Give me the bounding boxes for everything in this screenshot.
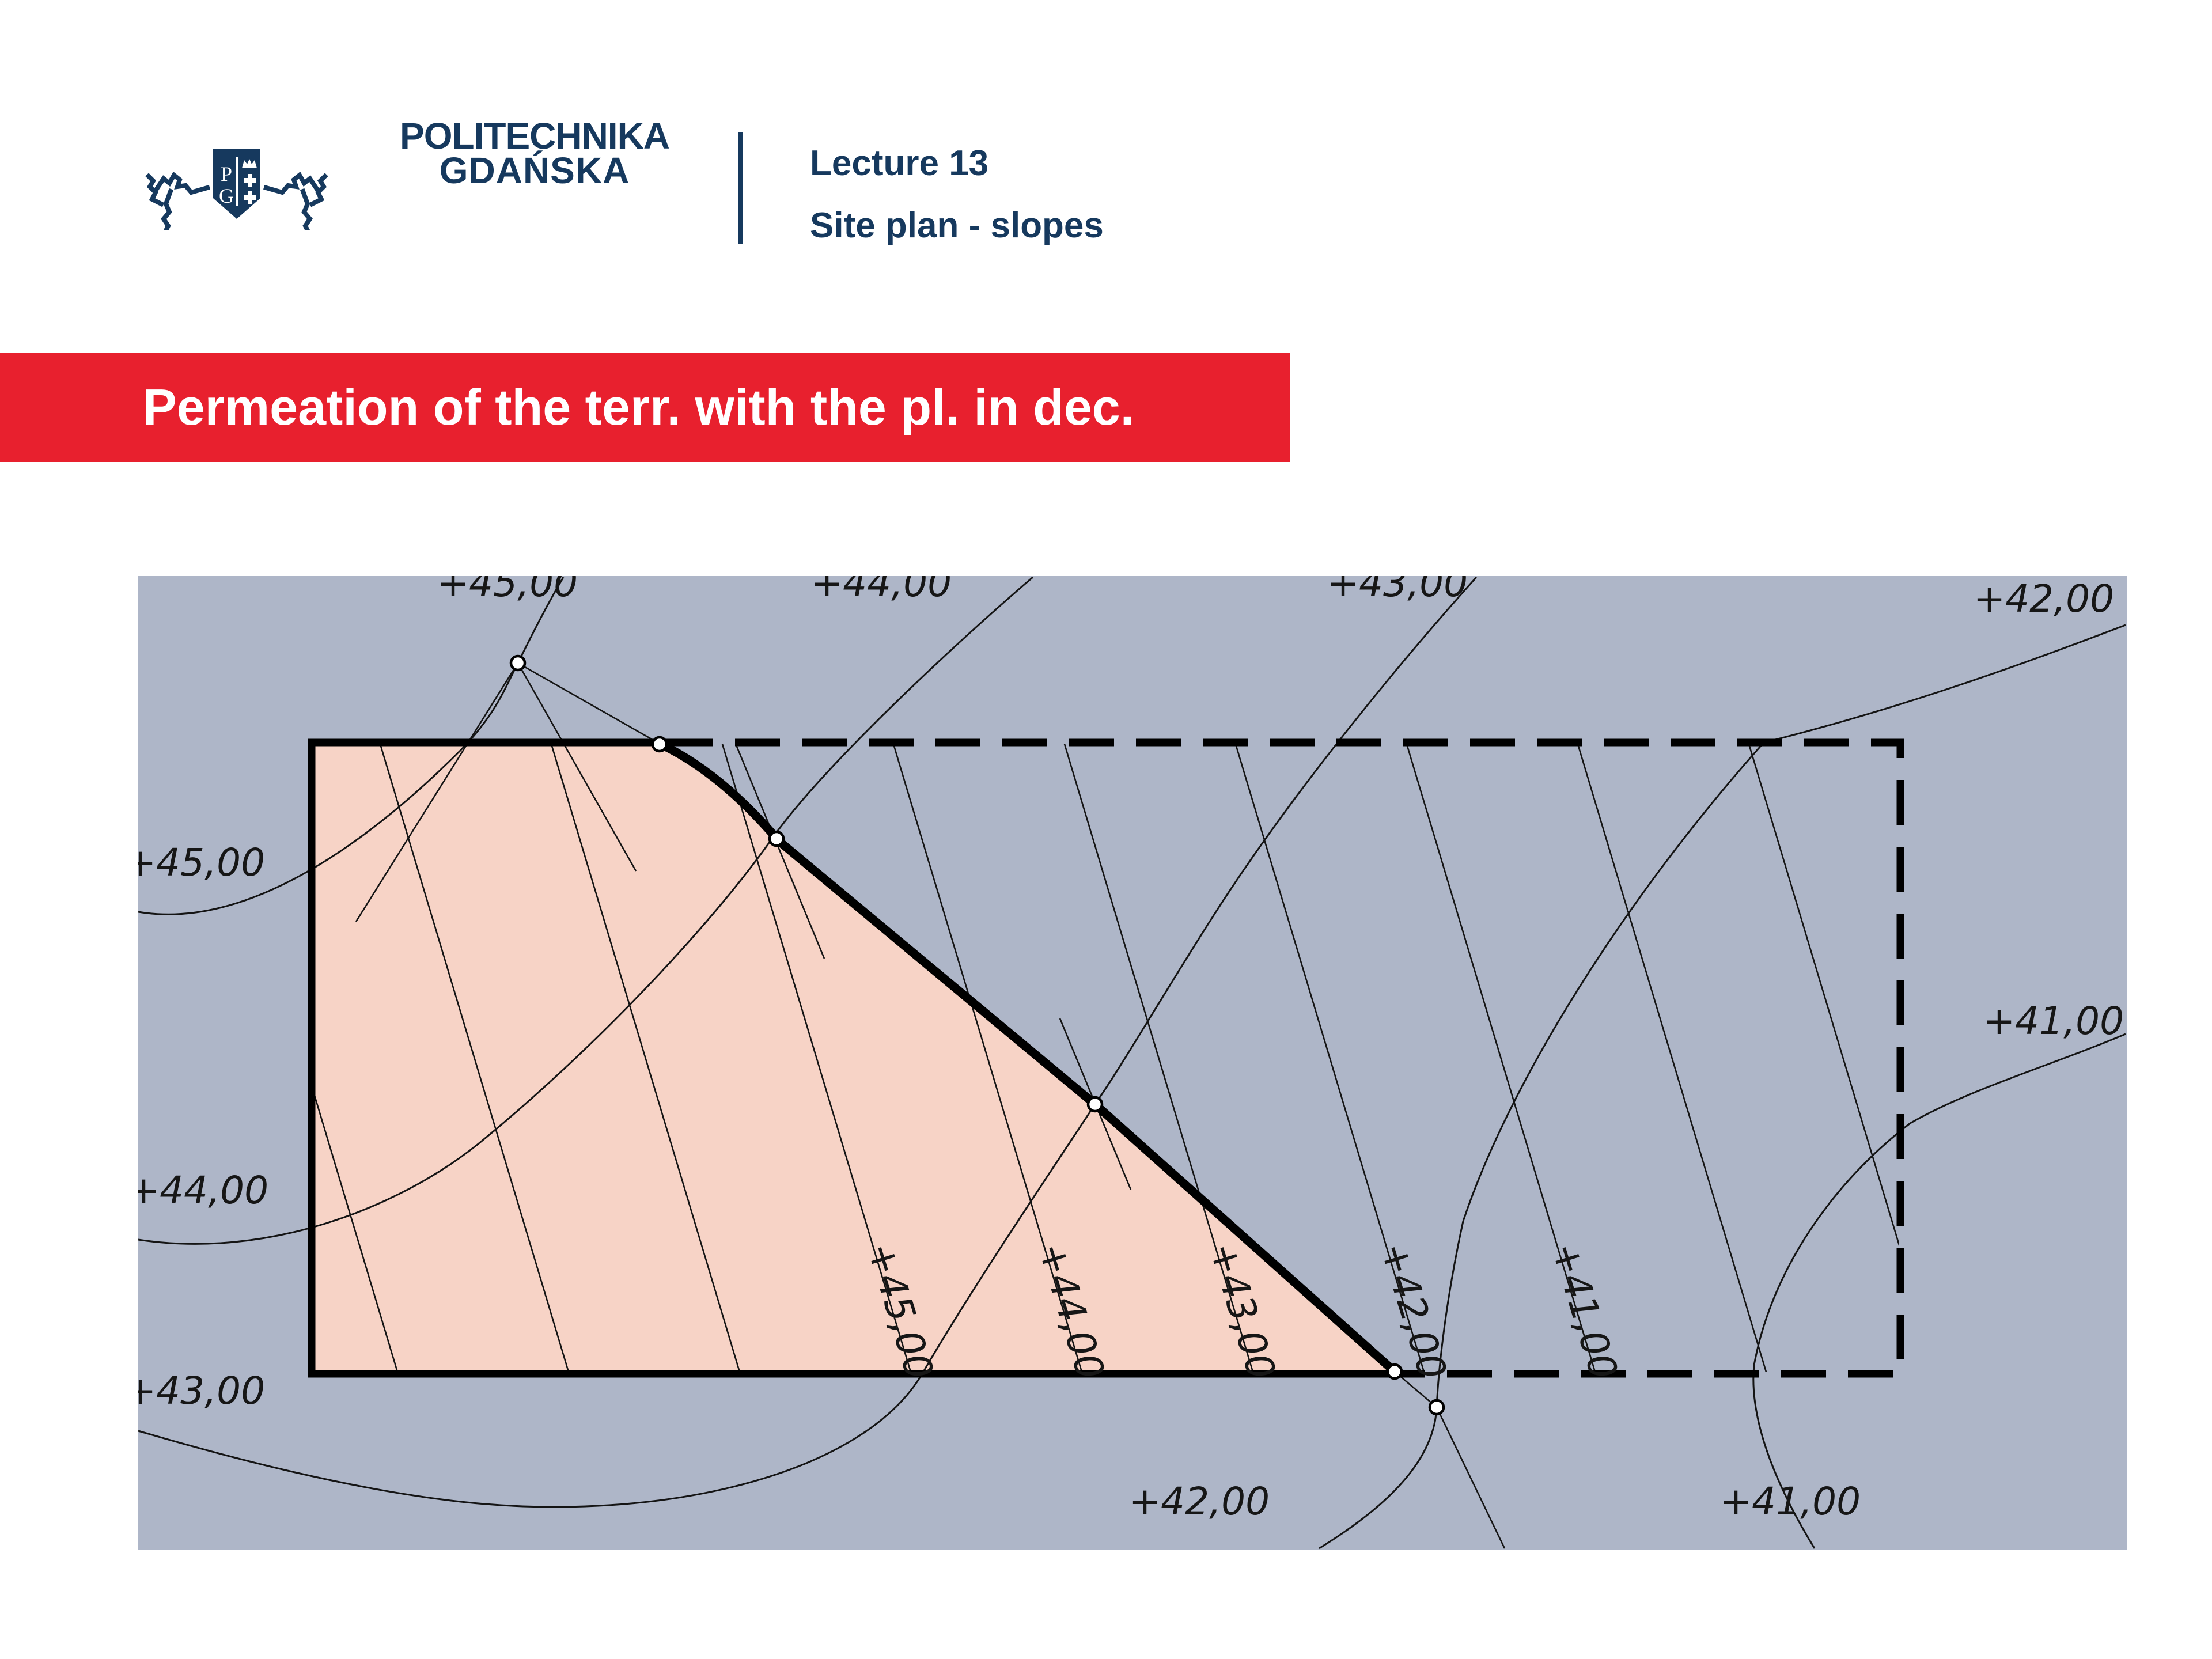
terrain-contour-41 <box>1752 1033 2126 1549</box>
cross-icon <box>244 191 256 204</box>
header-divider <box>738 132 743 244</box>
slope-line <box>379 744 570 1372</box>
terrain-contour-45 <box>138 577 565 915</box>
elevation-label: +42,00 <box>1974 577 2114 621</box>
elevation-label: +44,00 <box>811 576 952 605</box>
plan-region <box>312 743 1395 1374</box>
slope-line <box>892 744 1083 1372</box>
slope-line <box>550 744 741 1372</box>
slope-line <box>313 1089 399 1372</box>
construction-line <box>355 662 519 922</box>
shield-letter-g: G <box>219 184 234 207</box>
slope-line <box>1748 744 1899 1246</box>
intersection-point <box>651 736 668 753</box>
elevation-label: +43,00 <box>1327 576 1468 605</box>
terrain-contour-42 <box>1319 624 2126 1550</box>
intersection-point <box>768 830 785 847</box>
slope-line <box>1234 744 1425 1372</box>
pg-logo: P G <box>137 136 336 230</box>
elevation-label: +45,00 <box>138 840 265 885</box>
plan-boundary-solid <box>308 738 1395 1378</box>
elevation-label: +45,00 <box>437 576 578 605</box>
slide-title-banner: Permeation of the terr. with the pl. in … <box>0 353 1290 462</box>
construction-line <box>517 662 660 745</box>
construction-line <box>517 662 637 872</box>
slope-line <box>721 744 912 1372</box>
site-plan-svg: +45,00 +44,00 +43,00 +42,00 +45,00 +44,00 +43,… <box>138 576 2126 1550</box>
slope-line <box>1577 744 1767 1372</box>
plan-boundary-dashed <box>668 738 1904 1378</box>
slide-title: Permeation of the terr. with the pl. in … <box>143 378 1135 435</box>
shield-icon: P G <box>213 149 260 219</box>
intersection-point <box>1386 1363 1403 1380</box>
cross-icon <box>244 174 256 187</box>
lecture-subtitle: Site plan - slopes <box>810 206 1104 245</box>
slope-line <box>1406 744 1596 1372</box>
university-name-line1: POLITECHNIKA <box>400 115 670 157</box>
elevation-label: +41,00 <box>1983 999 2124 1043</box>
lion-left-icon <box>145 171 210 230</box>
intersection-point <box>1428 1399 1445 1416</box>
crown-icon <box>242 159 257 168</box>
lecture-title: Lecture 13 <box>810 143 989 183</box>
intersection-point <box>1086 1096 1104 1113</box>
elevation-label: +41,00 <box>1720 1479 1861 1524</box>
university-name: POLITECHNIKA GDAŃSKA <box>356 115 713 191</box>
elevation-label: +43,00 <box>138 1369 265 1413</box>
site-plan-drawing: +45,00 +44,00 +43,00 +42,00 +45,00 +44,00 +43,… <box>138 576 2127 1550</box>
elevation-label: +44,00 <box>138 1168 268 1213</box>
intersection-point <box>509 654 527 672</box>
terrain-contour-43 <box>138 576 1478 1508</box>
university-name-line2: GDAŃSKA <box>439 150 630 191</box>
pg-logo-svg: P G <box>145 149 328 230</box>
construction-line <box>1435 1407 1506 1549</box>
construction-line <box>734 743 825 959</box>
slope-line <box>1063 744 1254 1372</box>
lion-right-icon <box>263 171 328 230</box>
elevation-label: +42,00 <box>1129 1479 1270 1524</box>
terrain-contour-44 <box>138 576 1033 1245</box>
shield-letter-p: P <box>221 162 232 185</box>
elevation-label: +41,00 <box>1543 1237 1626 1384</box>
